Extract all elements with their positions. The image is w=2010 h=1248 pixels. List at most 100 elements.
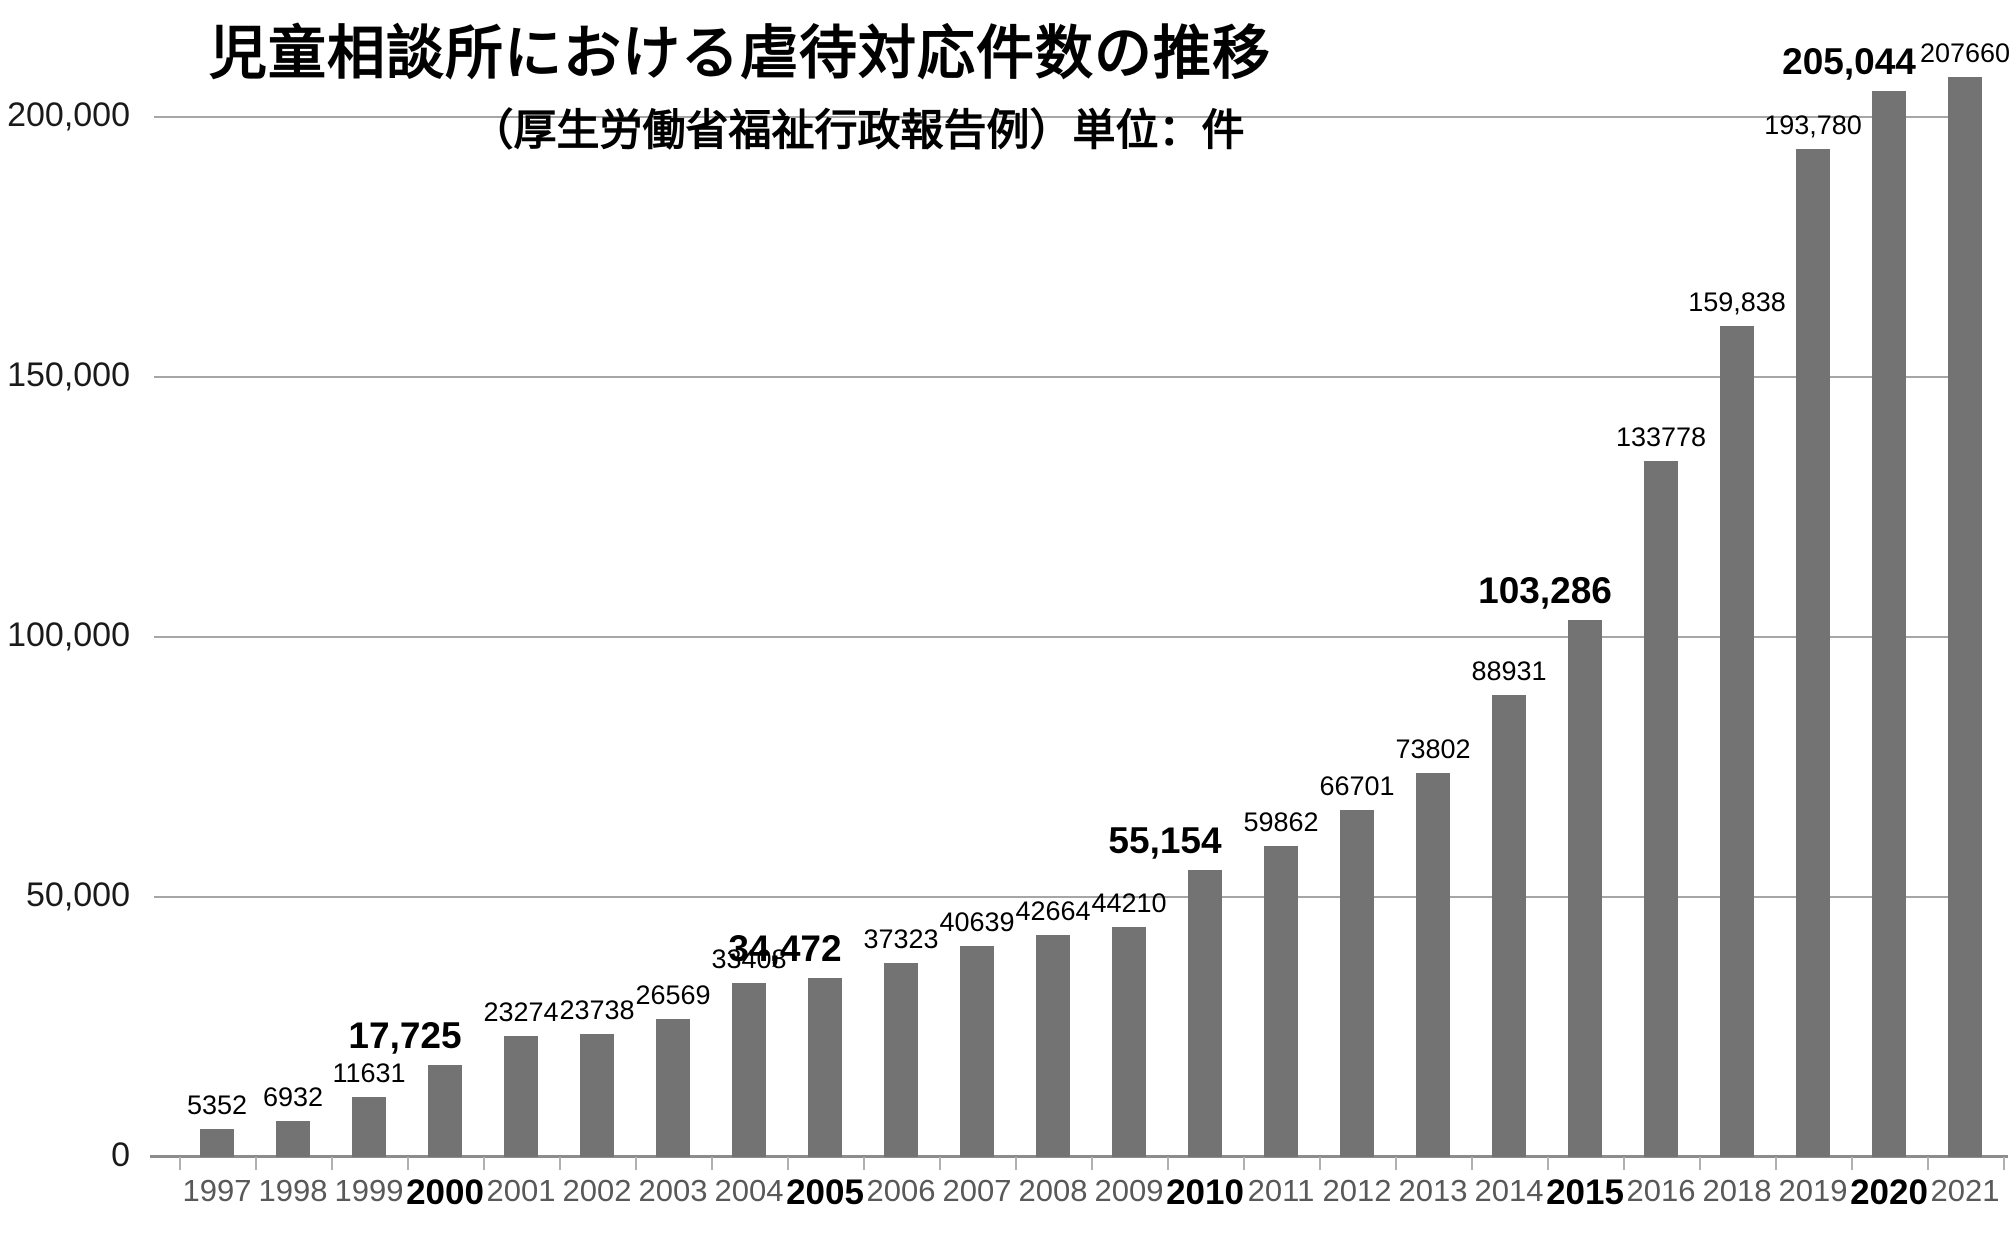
bar-group: 55,154 2010 (1108, 65, 1244, 1212)
bar-value-label: 5352 (186, 1090, 248, 1121)
bar-group: 88931 2014 (1471, 65, 1547, 1208)
bar-value-label: 207660 (1919, 38, 2010, 69)
bar-group: 23274 2001 (483, 65, 559, 1208)
bar-value-label: 44210 (1091, 888, 1167, 919)
x-axis-year-label: 1999 (334, 1173, 404, 1208)
bar-value-label: 159,838 (1688, 286, 1786, 317)
x-axis-year-label: 2000 (406, 1173, 484, 1212)
bar (1340, 810, 1374, 1157)
bar (428, 1064, 462, 1157)
x-axis-year-label: 2020 (1850, 1173, 1928, 1212)
gridline (154, 636, 1980, 638)
bar (1568, 619, 1602, 1157)
bar-group: 103,286 2015 (1478, 65, 1624, 1212)
bar-group: 133778 2016 (1616, 65, 1706, 1208)
bar-value-label: 88931 (1471, 655, 1547, 686)
bar (1264, 845, 1298, 1157)
x-axis-tick (1927, 1157, 1929, 1170)
x-axis-tick (711, 1157, 713, 1170)
x-axis-tick (255, 1157, 257, 1170)
bar-value-label: 66701 (1319, 771, 1395, 802)
x-axis-tick (1775, 1157, 1777, 1170)
bar-value-label: 103,286 (1478, 569, 1612, 611)
x-axis-tick (635, 1157, 637, 1170)
bar-group: 193,780 2019 (1764, 65, 1862, 1208)
bar-value-label: 26569 (635, 979, 711, 1010)
gridline (154, 376, 1980, 378)
bar (504, 1035, 538, 1157)
x-axis-tick (483, 1157, 485, 1170)
bar-group: 26569 2003 (635, 65, 711, 1208)
y-axis-tick-label: 50,000 (26, 876, 130, 914)
x-axis-tick (1547, 1157, 1549, 1170)
x-axis-year-label: 2015 (1546, 1173, 1624, 1212)
bar-group: 44210 2009 (1091, 65, 1167, 1208)
bar (1796, 149, 1830, 1157)
bar (1720, 325, 1754, 1157)
bar-group: 34,472 2005 (728, 65, 864, 1212)
gridline (154, 116, 1980, 118)
x-axis-tick (179, 1157, 181, 1170)
bar-value-label: 205,044 (1782, 40, 1916, 82)
bar-value-label: 17,725 (348, 1014, 462, 1056)
x-axis-tick (1091, 1157, 1093, 1170)
bar-value-label: 11631 (332, 1057, 406, 1088)
bar-group: 11631 1999 (331, 65, 407, 1208)
x-axis-year-label: 2016 (1626, 1173, 1696, 1208)
chart-title: 児童相談所における虐待対応件数の推移 (208, 21, 1271, 86)
x-axis-year-label: 2013 (1398, 1173, 1468, 1208)
x-axis-tick (331, 1157, 333, 1170)
bar-group: 6932 1998 (255, 65, 331, 1208)
bar (960, 945, 994, 1157)
bar-value-label: 34,472 (728, 927, 842, 969)
x-axis-tick (1319, 1157, 1321, 1170)
bar-group: 66701 2012 (1319, 65, 1395, 1208)
bar-value-label: 40639 (939, 906, 1015, 937)
gridline (154, 896, 1980, 898)
plot-area: 5352 1997 6932 1998 11631 1999 17,725 2000 23274… (150, 38, 2010, 1212)
y-axis-tick-label: 0 (111, 1136, 130, 1174)
x-axis-tick (559, 1157, 561, 1170)
x-axis-year-label: 2004 (714, 1173, 784, 1208)
bar-group: 159,838 2018 (1688, 65, 1786, 1208)
bar-value-label: 33408 (711, 944, 787, 975)
bar-group: 17,725 2000 (348, 65, 484, 1212)
bar (1872, 90, 1906, 1157)
bar-group: 23738 2002 (559, 65, 635, 1208)
bar (732, 983, 766, 1157)
bar-group: 205,044 2020 (1782, 41, 1928, 1212)
bar-group: 5352 1997 (179, 65, 255, 1208)
x-axis-year-label: 2009 (1094, 1173, 1164, 1208)
bar-group: 42664 2008 (1015, 65, 1091, 1208)
x-axis-year-label: 2011 (1247, 1173, 1315, 1208)
x-axis-line (150, 1155, 2008, 1158)
bar (1948, 77, 1982, 1157)
bar (884, 962, 918, 1157)
x-axis-tick (863, 1157, 865, 1170)
bar (808, 977, 842, 1157)
x-axis-year-label: 2006 (866, 1173, 936, 1208)
bar-value-label: 42664 (1015, 896, 1091, 927)
bar-value-label: 193,780 (1764, 110, 1862, 141)
x-axis-year-label: 2005 (786, 1173, 864, 1212)
bar-value-label: 133778 (1615, 422, 1707, 453)
y-axis-tick-label: 200,000 (7, 96, 130, 134)
bar-group: 73802 2013 (1395, 65, 1471, 1208)
y-axis-tick-label: 150,000 (7, 356, 130, 394)
chart-subtitle: （厚生労働省福祉行政報告例）単位：件 (470, 107, 1245, 155)
bar-group: 59862 2011 (1243, 65, 1319, 1208)
bar (1492, 694, 1526, 1157)
bar (1036, 935, 1070, 1157)
x-axis-tick (1395, 1157, 1397, 1170)
bar (200, 1129, 234, 1157)
bar (1644, 461, 1678, 1157)
y-axis-tick-label: 100,000 (7, 616, 130, 654)
bar (352, 1096, 386, 1157)
bar (1188, 870, 1222, 1157)
bar (1112, 927, 1146, 1157)
bar-value-label: 73802 (1395, 734, 1471, 765)
x-axis-year-label: 1997 (182, 1173, 252, 1208)
x-axis-year-label: 2003 (638, 1173, 708, 1208)
bar-value-label: 6932 (262, 1081, 324, 1112)
